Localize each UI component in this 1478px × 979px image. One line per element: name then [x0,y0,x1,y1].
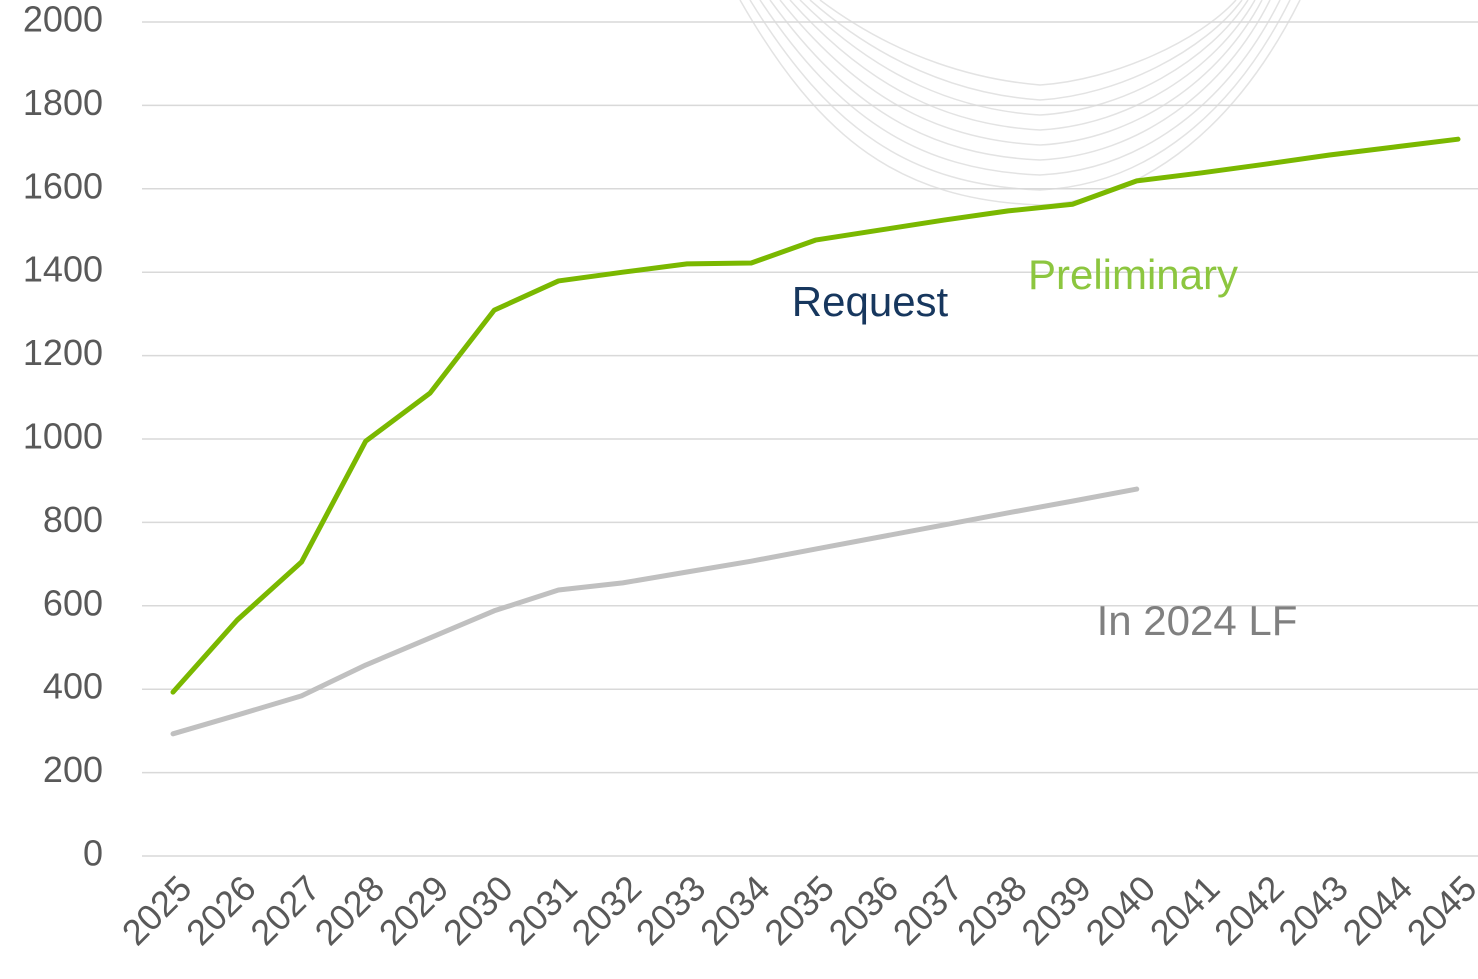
y-tick-label: 2000 [23,0,103,40]
x-tick-label: 2025 [114,867,200,953]
x-tick-label: 2043 [1270,867,1356,953]
annotation: Preliminary [1028,251,1238,298]
x-tick-label: 2027 [242,867,328,953]
x-tick-label: 2035 [756,867,842,953]
y-tick-label: 800 [43,499,103,540]
y-tick-label: 0 [83,833,103,874]
x-tick-label: 2031 [499,867,585,953]
x-tick-label: 2041 [1142,867,1228,953]
annotation: In 2024 LF [1097,597,1298,644]
x-tick-label: 2039 [1013,867,1099,953]
x-tick-label: 2045 [1399,867,1478,953]
y-tick-label: 1600 [23,165,103,206]
y-tick-label: 1800 [23,82,103,123]
x-tick-label: 2028 [307,867,393,953]
y-tick-label: 1400 [23,249,103,290]
x-tick-label: 2037 [885,867,971,953]
series-line [170,486,1140,737]
series-line [170,136,1461,695]
x-tick-label: 2033 [628,867,714,953]
y-tick-label: 400 [43,666,103,707]
x-tick-label: 2038 [949,867,1035,953]
x-tick-label: 2026 [178,867,264,953]
y-tick-label: 600 [43,582,103,623]
x-tick-label: 2029 [371,867,457,953]
y-tick-label: 1200 [23,332,103,373]
x-tick-label: 2040 [1078,867,1164,953]
x-tick-label: 2030 [435,867,521,953]
x-tick-label: 2044 [1335,867,1421,953]
y-tick-label: 1000 [23,416,103,457]
x-tick-label: 2032 [564,867,650,953]
annotation: Request [792,278,949,325]
x-tick-label: 2042 [1206,867,1292,953]
x-tick-label: 2034 [692,867,778,953]
x-tick-label: 2036 [821,867,907,953]
y-tick-label: 200 [43,749,103,790]
background-decoration [739,0,1301,206]
